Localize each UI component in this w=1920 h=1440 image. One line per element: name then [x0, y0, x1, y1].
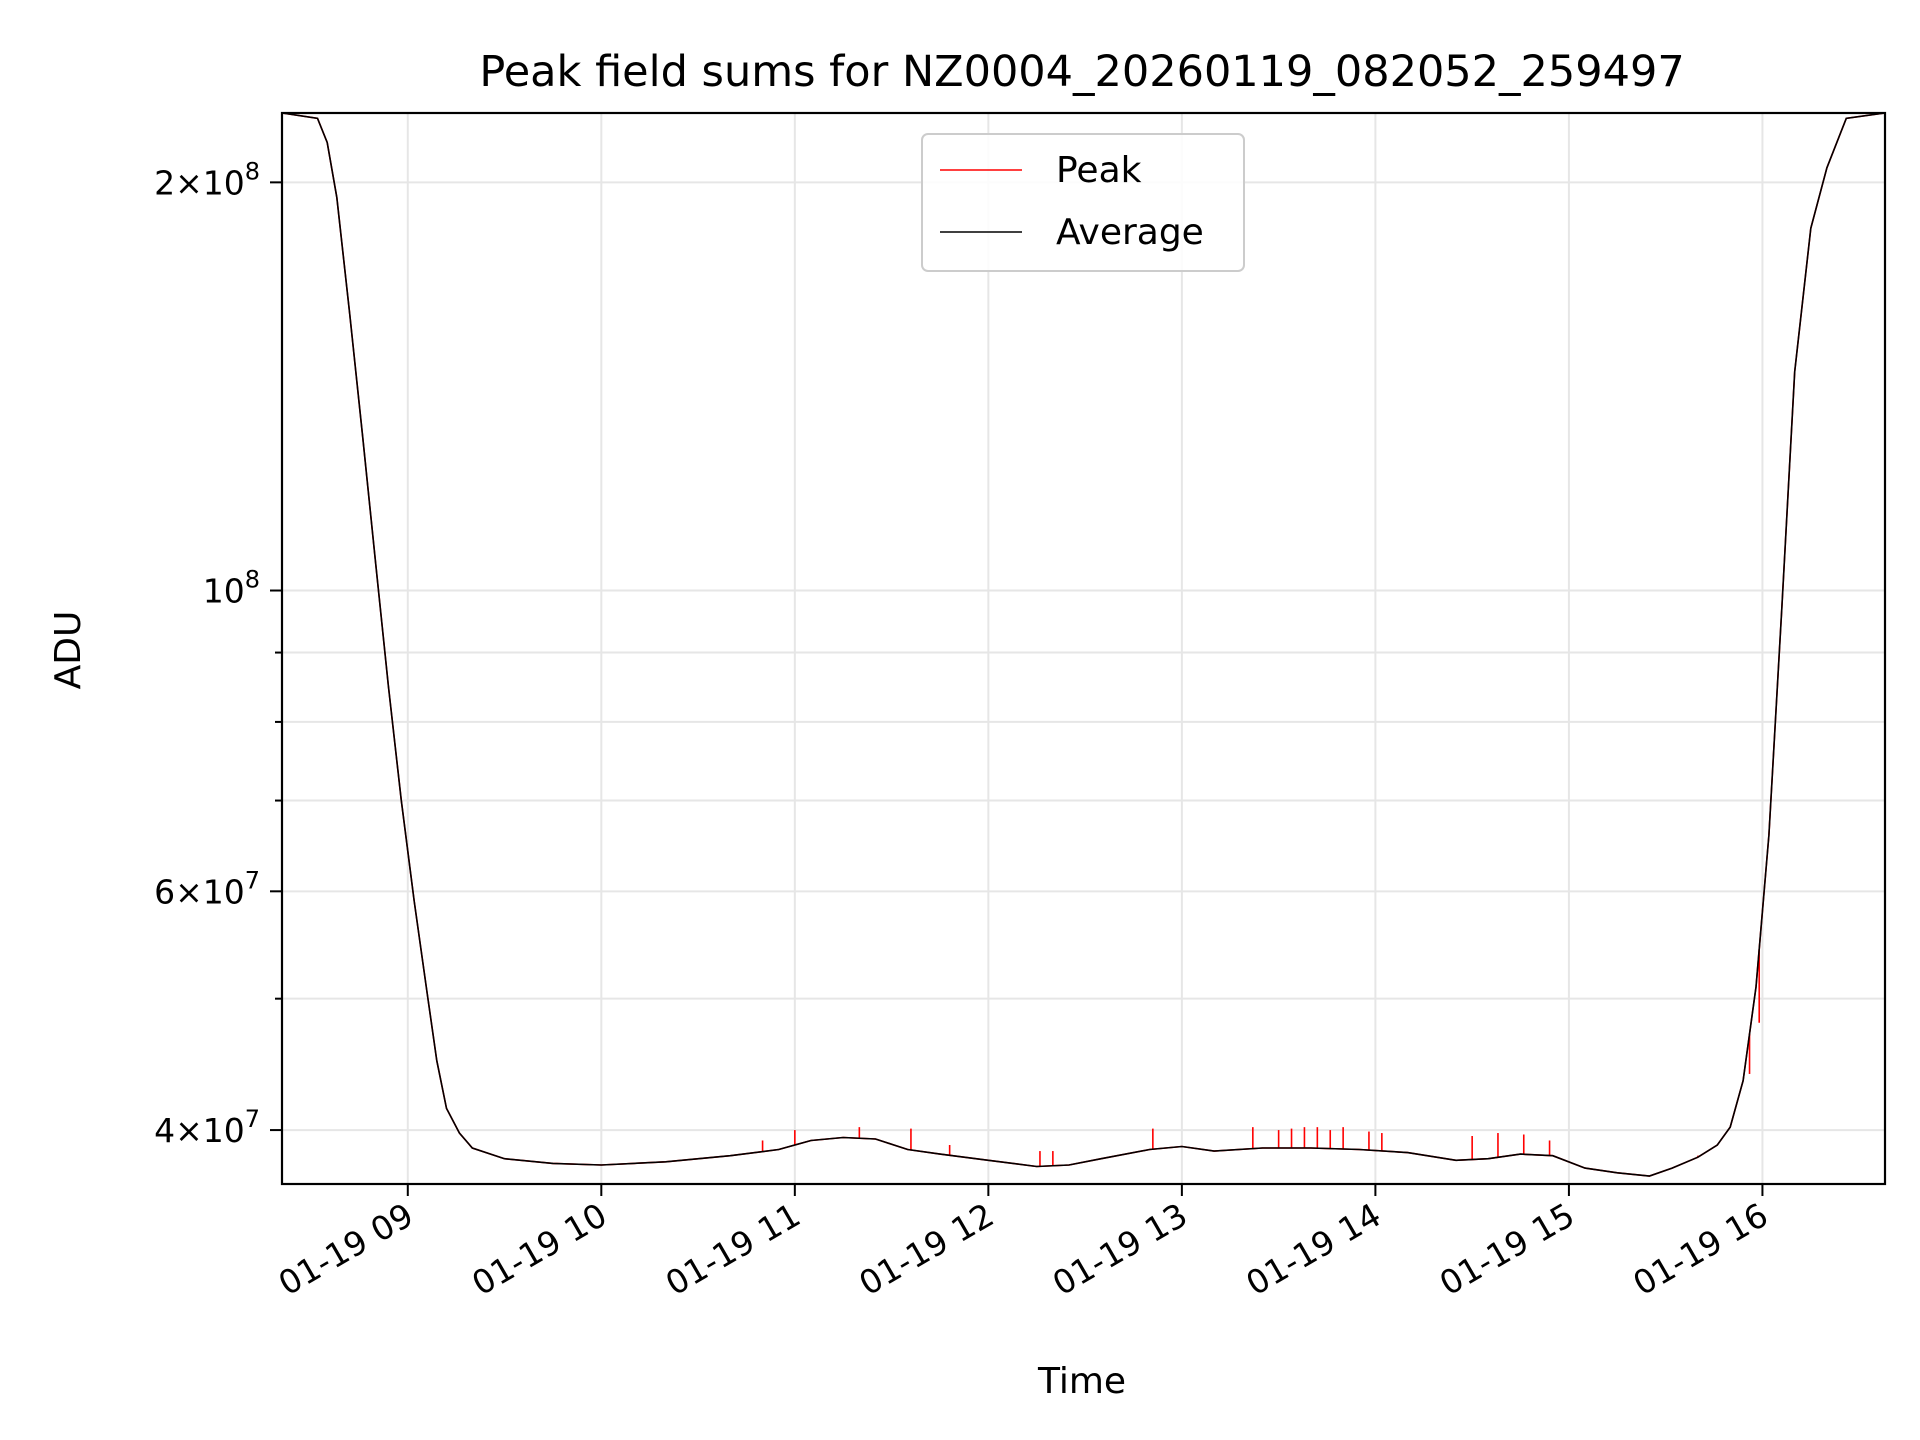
x-tick-label: 01-19 15 [1433, 1195, 1581, 1303]
x-tick-label: 01-19 10 [465, 1195, 613, 1303]
y-tick-label: 4×107 [154, 1105, 260, 1150]
legend-label-peak: Peak [1056, 150, 1142, 191]
x-tick-label: 01-19 16 [1626, 1195, 1774, 1303]
legend-label-average: Average [1056, 212, 1204, 253]
x-tick-label: 01-19 13 [1046, 1195, 1194, 1303]
x-tick-label: 01-19 11 [659, 1195, 807, 1303]
axis-ticks: 01-19 09 01-19 10 01-19 11 01-19 12 01-19 13… [154, 157, 1774, 1303]
y-tick-label: 6×107 [154, 866, 260, 911]
series-layer [282, 113, 1885, 1177]
grid-lines [282, 113, 1885, 1184]
y-tick-label: 108 [203, 566, 260, 611]
x-axis-label: Time [1037, 1361, 1126, 1402]
plot-frame [280, 111, 1887, 1186]
legend-box [921, 133, 1245, 272]
x-tick-label: 01-19 12 [852, 1195, 1000, 1303]
series-line-peak [282, 113, 1885, 1177]
y-tick-label: 2×108 [154, 157, 260, 202]
x-tick-label: 01-19 14 [1239, 1195, 1387, 1303]
series-line-average [282, 113, 1885, 1177]
chart-title: Peak field sums for NZ0004_20260119_0820… [479, 47, 1684, 97]
y-axis-label: ADU [48, 611, 89, 690]
legend: Peak Average [921, 133, 1245, 272]
x-tick-label: 01-19 09 [272, 1195, 420, 1303]
